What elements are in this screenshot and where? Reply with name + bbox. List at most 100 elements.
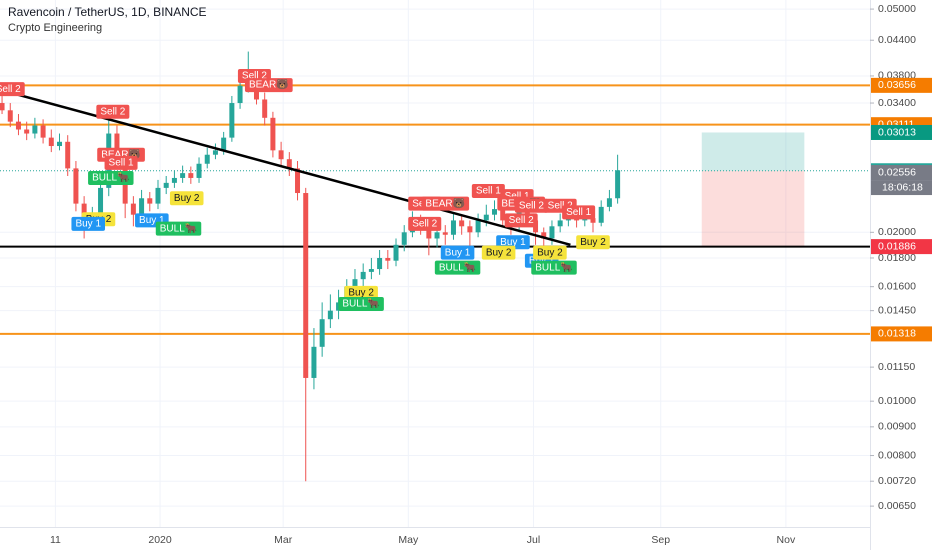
signal-tag: Buy 1 (71, 216, 106, 231)
y-tick-label: 0.00650 (878, 500, 916, 512)
candle-body (442, 232, 448, 235)
candle-body (450, 220, 456, 235)
candle-body (7, 110, 13, 122)
y-tick-label: 0.02000 (878, 226, 916, 238)
countdown-label: 18:06:18 (882, 181, 923, 193)
candle-body (262, 99, 268, 118)
candle-body (98, 187, 104, 215)
y-tick-label: 0.03400 (878, 97, 916, 109)
candle-body (352, 279, 358, 287)
candle-body (401, 232, 407, 245)
indicator-name: Crypto Engineering (8, 22, 102, 34)
signal-box (344, 285, 378, 300)
x-tick-label: May (398, 534, 419, 546)
candle-body (147, 198, 153, 204)
signal-tag: Sell 2 (408, 216, 442, 231)
signal-tag: Sell 1 (471, 183, 505, 198)
candle-body (590, 218, 596, 223)
signal-box (531, 260, 577, 275)
signal-label: Sell 2 (412, 219, 437, 230)
signal-box (440, 245, 475, 260)
candle-body (598, 206, 604, 223)
signal-label: Sell 2 (100, 106, 125, 117)
x-tick-label: Mar (274, 534, 293, 546)
candle-body (204, 154, 210, 164)
signal-box (338, 297, 384, 312)
signal-label: Buy 1 (75, 219, 101, 230)
signal-box (434, 260, 481, 275)
candle-body (606, 198, 612, 207)
candle-body (475, 220, 481, 233)
position-stop-zone (701, 170, 805, 247)
candle-body (15, 121, 21, 130)
candle-body (212, 150, 218, 155)
price-label-box (871, 77, 932, 93)
signal-box (0, 82, 25, 97)
price-label-box (871, 124, 932, 140)
candle-body (295, 168, 301, 194)
signal-label: Sell 2 (509, 215, 534, 226)
signal-label: Sell 2 (548, 200, 573, 211)
signal-tag: BULL🐂 (531, 260, 577, 275)
candle-body (229, 103, 235, 138)
signal-box (96, 104, 130, 119)
candle-body (303, 193, 309, 378)
trendline (0, 88, 571, 247)
signal-tag: BULL🐂 (434, 260, 481, 275)
y-tick-label: 0.00720 (878, 475, 916, 487)
price-label-box (871, 239, 932, 255)
signal-label: BULL🐂 (160, 222, 197, 234)
signal-box (562, 205, 596, 220)
candle-body (492, 209, 498, 215)
signal-box (169, 191, 204, 206)
candle-body (196, 163, 202, 178)
signal-tag: BULL🐂 (155, 221, 202, 236)
x-tick-label: 2020 (148, 534, 172, 546)
y-tick-label: 0.01450 (878, 304, 916, 316)
signal-tag: Buy 2 (481, 245, 516, 260)
candle-body (24, 129, 30, 134)
signal-box (71, 216, 106, 231)
signal-box (244, 78, 293, 93)
y-tick-label: 0.01000 (878, 395, 916, 407)
signal-box (533, 245, 567, 260)
x-tick-label: Jul (527, 534, 540, 546)
candle-body (180, 173, 186, 178)
signal-label: Buy 1 (445, 247, 471, 258)
signal-tag: BEAR🐻 (421, 196, 470, 211)
candle-body (311, 346, 317, 378)
candle-body (467, 226, 473, 233)
signal-label: Sell 2 (519, 200, 544, 211)
signal-tag: Buy 1 (440, 245, 475, 260)
signal-box (504, 213, 538, 228)
signal-label: Sell 1 (566, 207, 591, 218)
signal-label: Sell 2 (242, 71, 267, 82)
candle-body (155, 187, 161, 204)
signal-tag: Sell 2 (0, 82, 25, 97)
y-tick-label: 0.00900 (878, 421, 916, 433)
candle-body (73, 168, 79, 204)
y-tick-label: 0.05000 (878, 3, 916, 15)
signal-tag: Sell 1 (104, 155, 138, 170)
candle-body (114, 133, 120, 160)
candle-body (32, 125, 38, 134)
price-label-box (871, 326, 932, 342)
signal-label: Buy 2 (537, 247, 563, 258)
signal-label: BEAR🐻 (249, 78, 289, 91)
signal-box (481, 245, 516, 260)
signal-tag: Sell 1 (562, 205, 596, 220)
candle-body (130, 203, 136, 215)
signal-box (408, 216, 442, 231)
signal-label: Buy 1 (139, 215, 165, 226)
price-label-box (871, 165, 932, 181)
signal-box (421, 196, 470, 211)
signal-tag: BULL🐂 (88, 170, 134, 185)
x-tick-label: Nov (777, 534, 796, 546)
x-tick-label: Sep (651, 534, 670, 546)
signal-label: BEAR🐻 (425, 196, 465, 209)
candle-body (81, 203, 87, 221)
candle-body (393, 244, 399, 261)
